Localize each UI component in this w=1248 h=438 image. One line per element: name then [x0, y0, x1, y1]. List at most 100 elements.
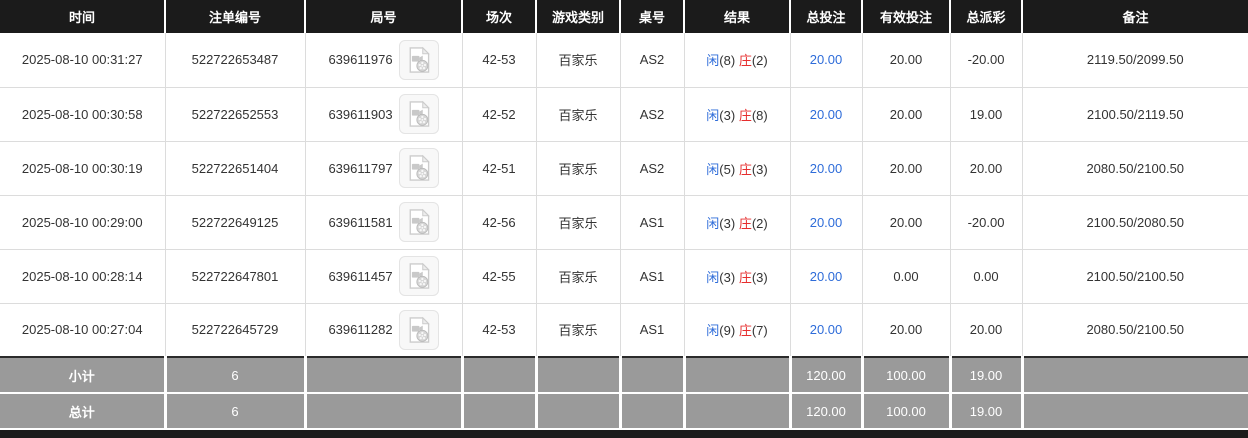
- cell-table-no: AS1: [620, 303, 685, 358]
- column-header-remark: 备注: [1022, 0, 1248, 33]
- cell-valid-bet: 20.00: [862, 303, 951, 358]
- cell-total-payout: -20.00: [950, 33, 1023, 88]
- cell-valid-bet: 20.00: [862, 33, 951, 88]
- cell-session: 42-53: [462, 33, 537, 88]
- video-replay-button[interactable]: [398, 202, 439, 242]
- cell-total-payout: 20.00: [950, 141, 1023, 196]
- table-row: 2025-08-10 00:30:58 522722652553 639611903…: [0, 87, 1248, 142]
- cell-game-type: 百家乐: [536, 33, 621, 88]
- video-replay-button[interactable]: [398, 39, 439, 80]
- column-header-round-id: 局号: [305, 0, 463, 33]
- cell-total-bet: 20.00: [790, 141, 863, 196]
- summary-valid-bet: 100.00: [862, 393, 952, 430]
- cell-bet-id: 522722647801: [165, 249, 306, 304]
- result-banker-label: 庄: [738, 323, 752, 339]
- total-bet-link[interactable]: 20.00: [809, 322, 843, 338]
- result-player-count: (9): [719, 323, 736, 339]
- video-file-icon: [409, 316, 430, 343]
- summary-label: 总计: [0, 393, 167, 430]
- result-banker-label: 庄: [738, 161, 752, 177]
- cell-round-id: 639611581: [305, 195, 463, 250]
- result-banker-label: 庄: [738, 53, 752, 69]
- result-banker-count: (7): [751, 323, 768, 339]
- cell-game-type: 百家乐: [536, 87, 621, 142]
- cell-total-bet: 20.00: [790, 249, 863, 304]
- cell-total-payout: 19.00: [950, 87, 1023, 142]
- total-bet-link[interactable]: 20.00: [809, 268, 843, 284]
- result-player-label: 闲: [706, 161, 720, 177]
- column-header-bet-id: 注单编号: [165, 0, 306, 33]
- round-id-text: 639611282: [328, 322, 393, 338]
- cell-remark: 2080.50/2100.50: [1022, 303, 1248, 358]
- summary-empty-table-no: [620, 356, 686, 394]
- cell-result: 闲(8) 庄(2): [684, 33, 791, 88]
- grand-total-row: 总计 6 120.00 100.00 19.00: [0, 393, 1248, 430]
- summary-empty-session: [462, 393, 538, 430]
- cell-time: 2025-08-10 00:27:04: [0, 303, 166, 358]
- result-player-count: (5): [719, 161, 736, 177]
- result-banker-count: (3): [751, 161, 768, 177]
- summary-empty-session: [462, 356, 538, 394]
- result-banker-count: (3): [751, 269, 768, 285]
- cell-session: 42-53: [462, 303, 537, 358]
- column-header-valid-bet: 有效投注: [862, 0, 951, 33]
- bottom-bar: [0, 430, 1248, 438]
- cell-bet-id: 522722652553: [165, 87, 306, 142]
- cell-round-id: 639611282: [305, 303, 463, 358]
- cell-total-bet: 20.00: [790, 33, 863, 88]
- result-banker-label: 庄: [738, 269, 752, 285]
- header-row: 时间 注单编号 局号 场次 游戏类别 桌号 结果 总投注 有效投注 总派彩 备注: [0, 0, 1248, 33]
- round-id-text: 639611581: [328, 214, 393, 230]
- cell-total-payout: 20.00: [950, 303, 1023, 358]
- total-bet-link[interactable]: 20.00: [809, 52, 843, 68]
- video-file-icon: [409, 100, 430, 127]
- column-header-game-type: 游戏类别: [536, 0, 621, 33]
- cell-valid-bet: 20.00: [862, 195, 951, 250]
- cell-total-bet: 20.00: [790, 303, 863, 358]
- round-id-text: 639611797: [328, 160, 393, 176]
- cell-result: 闲(9) 庄(7): [684, 303, 791, 358]
- video-replay-button[interactable]: [398, 309, 439, 350]
- round-id-text: 639611457: [328, 268, 393, 284]
- cell-session: 42-56: [462, 195, 537, 250]
- video-replay-button[interactable]: [398, 148, 439, 188]
- cell-session: 42-51: [462, 141, 537, 196]
- video-replay-button[interactable]: [398, 94, 439, 134]
- cell-time: 2025-08-10 00:28:14: [0, 249, 166, 304]
- video-file-icon: [409, 262, 430, 289]
- video-replay-button[interactable]: [398, 256, 439, 296]
- summary-empty-round-id: [305, 356, 464, 394]
- cell-game-type: 百家乐: [536, 249, 621, 304]
- result-player-label: 闲: [706, 53, 720, 69]
- cell-result: 闲(3) 庄(3): [684, 249, 791, 304]
- summary-empty-game-type: [536, 393, 622, 430]
- summary-total-bet: 120.00: [790, 393, 864, 430]
- result-player-count: (8): [719, 53, 736, 69]
- cell-table-no: AS1: [620, 249, 685, 304]
- cell-table-no: AS1: [620, 195, 685, 250]
- cell-valid-bet: 20.00: [862, 87, 951, 142]
- total-bet-link[interactable]: 20.00: [809, 214, 843, 230]
- table-row: 2025-08-10 00:30:19 522722651404 639611797…: [0, 141, 1248, 196]
- column-header-result: 结果: [684, 0, 791, 33]
- cell-bet-id: 522722653487: [165, 33, 306, 88]
- cell-remark: 2080.50/2100.50: [1022, 141, 1248, 196]
- cell-table-no: AS2: [620, 33, 685, 88]
- cell-session: 42-55: [462, 249, 537, 304]
- video-file-icon: [409, 154, 430, 181]
- subtotal-row: 小计 6 120.00 100.00 19.00: [0, 356, 1248, 394]
- result-player-label: 闲: [706, 215, 720, 231]
- cell-result: 闲(5) 庄(3): [684, 141, 791, 196]
- result-banker-count: (2): [751, 53, 768, 69]
- result-player-label: 闲: [706, 323, 720, 339]
- result-player-label: 闲: [706, 107, 720, 123]
- cell-remark: 2100.50/2080.50: [1022, 195, 1248, 250]
- column-header-table-no: 桌号: [620, 0, 685, 33]
- total-bet-link[interactable]: 20.00: [809, 106, 843, 122]
- column-header-total-payout: 总派彩: [950, 0, 1023, 33]
- column-header-time: 时间: [0, 0, 166, 33]
- cell-result: 闲(3) 庄(2): [684, 195, 791, 250]
- cell-bet-id: 522722645729: [165, 303, 306, 358]
- cell-time: 2025-08-10 00:30:19: [0, 141, 166, 196]
- total-bet-link[interactable]: 20.00: [809, 160, 843, 176]
